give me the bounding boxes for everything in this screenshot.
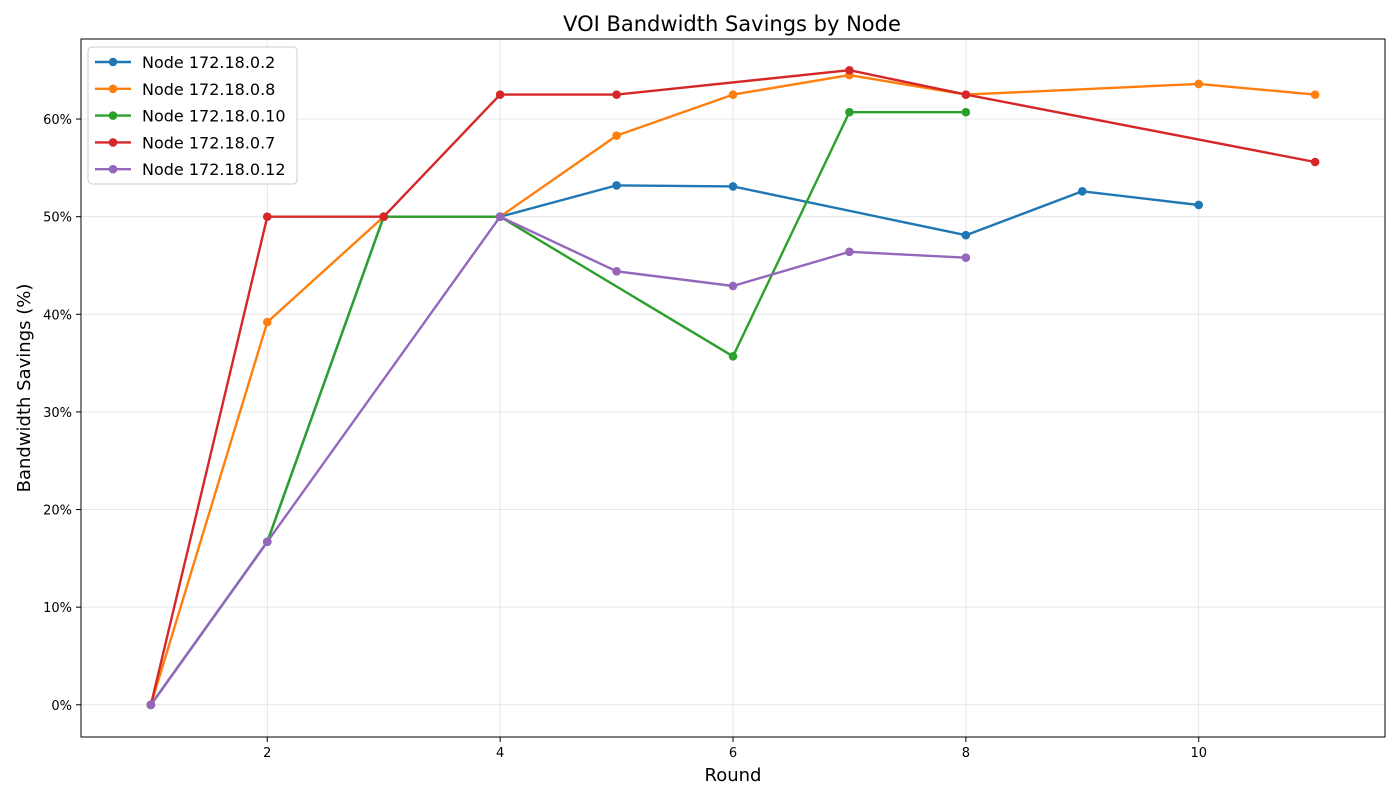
legend-marker xyxy=(108,84,118,94)
legend-marker xyxy=(108,57,118,67)
legend-label: Node 172.18.0.12 xyxy=(142,160,286,179)
y-tick-label: 50% xyxy=(43,211,72,226)
x-tick-label: 6 xyxy=(729,746,737,761)
legend-marker xyxy=(108,138,118,147)
legend-marker xyxy=(108,164,118,174)
data-point xyxy=(728,90,738,99)
legend-item: Node 172.18.0.8 xyxy=(95,80,275,99)
y-tick-label: 30% xyxy=(43,406,72,421)
data-point xyxy=(961,107,971,117)
legend-label: Node 172.18.0.8 xyxy=(142,80,275,99)
grid xyxy=(81,39,1385,737)
x-axis-label: Round xyxy=(705,765,762,786)
y-tick-label: 10% xyxy=(43,601,72,616)
data-point xyxy=(845,107,854,117)
series-3 xyxy=(146,65,1320,710)
data-point xyxy=(728,281,738,291)
data-point xyxy=(146,700,156,710)
series-4 xyxy=(146,212,971,710)
y-axis: 0% 10% 20% 30% 40% 50% 60% xyxy=(43,113,81,714)
data-point xyxy=(612,90,621,99)
data-point xyxy=(1194,200,1204,210)
chart-title: VOI Bandwidth Savings by Node xyxy=(563,12,901,36)
data-point xyxy=(262,317,272,327)
legend-item: Node 172.18.0.7 xyxy=(95,133,275,152)
x-tick-label: 4 xyxy=(496,746,504,761)
data-point xyxy=(961,230,971,240)
y-tick-label: 20% xyxy=(43,504,72,519)
data-point xyxy=(612,267,621,276)
y-axis-label: Bandwidth Savings (%) xyxy=(14,284,35,493)
data-point xyxy=(612,181,621,190)
x-tick-label: 10 xyxy=(1190,746,1207,761)
data-point xyxy=(961,90,971,99)
x-tick-label: 2 xyxy=(263,746,271,761)
data-point xyxy=(262,212,272,221)
data-point xyxy=(728,182,738,191)
legend: Node 172.18.0.2 Node 172.18.0.8 Node 172.1… xyxy=(87,46,298,185)
data-point xyxy=(1310,90,1320,99)
legend-box xyxy=(87,46,298,185)
legend-item: Node 172.18.0.12 xyxy=(95,160,286,179)
series-layer xyxy=(146,65,1320,710)
data-point xyxy=(495,212,505,221)
x-tick-label: 8 xyxy=(962,746,970,761)
data-point xyxy=(728,351,738,361)
data-point xyxy=(845,65,854,75)
data-point xyxy=(1310,157,1320,167)
y-tick-label: 0% xyxy=(51,699,72,714)
legend-item: Node 172.18.0.10 xyxy=(95,107,286,126)
x-axis: 2 4 6 8 10 xyxy=(263,737,1207,761)
data-point xyxy=(495,90,505,99)
data-point xyxy=(379,212,389,221)
legend-marker xyxy=(108,111,118,120)
legend-item: Node 172.18.0.2 xyxy=(95,53,275,72)
legend-label: Node 172.18.0.7 xyxy=(142,133,275,152)
data-point xyxy=(1194,79,1204,89)
data-point xyxy=(845,247,854,257)
data-point xyxy=(262,537,272,547)
y-tick-label: 60% xyxy=(43,113,72,128)
legend-label: Node 172.18.0.2 xyxy=(142,53,275,72)
y-tick-label: 40% xyxy=(43,308,72,323)
data-point xyxy=(612,131,621,140)
data-point xyxy=(1077,186,1087,196)
legend-label: Node 172.18.0.10 xyxy=(142,107,286,126)
series-line xyxy=(149,73,1316,706)
data-point xyxy=(961,253,971,262)
series-line xyxy=(149,68,1316,706)
